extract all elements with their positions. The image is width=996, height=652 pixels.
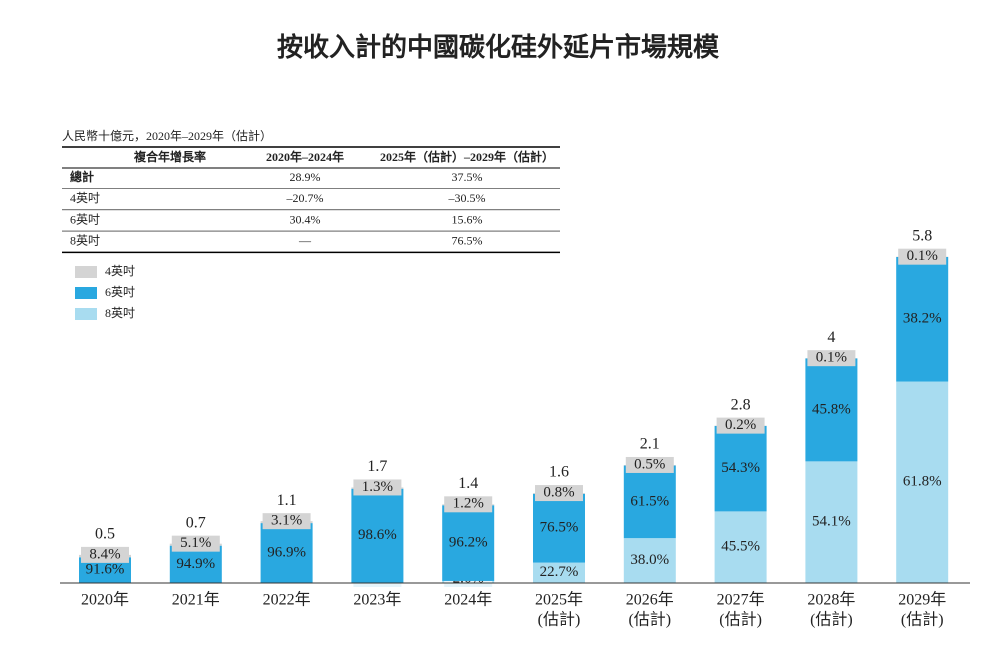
x-tick-label: 2021年	[172, 591, 220, 609]
x-tick-note: (估計)	[538, 611, 581, 629]
total-label: 2.8	[731, 396, 751, 413]
total-label: 1.6	[549, 464, 569, 481]
total-label: 1.7	[367, 458, 387, 475]
table-cell: –30.5%	[448, 191, 486, 205]
value-label: 8.4%	[89, 546, 120, 562]
table-cell: –20.7%	[286, 191, 324, 205]
value-label: 1.2%	[453, 496, 484, 512]
value-label: 0.1%	[816, 350, 847, 366]
total-label: 0.5	[95, 526, 115, 543]
table-cell: 30.4%	[290, 212, 321, 226]
x-tick-label: 2023年	[353, 591, 401, 609]
value-label: 5.1%	[180, 535, 211, 551]
legend-swatch	[75, 287, 97, 299]
value-label: 0.5%	[634, 456, 665, 472]
table-cell: 總計	[70, 169, 94, 184]
total-label: 1.1	[277, 492, 297, 509]
x-tick-label: 2024年	[444, 591, 492, 609]
total-label: 1.4	[458, 475, 478, 492]
table-header: 2025年（估計）–2029年（估計）	[380, 149, 554, 164]
legend-label: 4英吋	[105, 264, 135, 278]
total-label: 4	[827, 329, 835, 346]
value-label: 38.2%	[903, 311, 942, 327]
x-tick-label: 2026年	[626, 591, 674, 609]
x-tick-note: (估計)	[901, 611, 944, 629]
value-label: 98.6%	[358, 527, 397, 543]
value-label: 0.8%	[543, 485, 574, 501]
value-label: 0.2%	[725, 417, 756, 433]
x-tick-note: (估計)	[810, 611, 853, 629]
value-label: 54.1%	[812, 514, 851, 530]
value-label: 0.1%	[907, 248, 938, 264]
x-tick-label: 2020年	[81, 591, 129, 609]
table-header: 複合年增長率	[133, 149, 206, 164]
legend-label: 8英吋	[105, 306, 135, 320]
value-label: 45.8%	[812, 401, 851, 417]
table-cell: —	[298, 234, 312, 248]
table-cell: 28.9%	[290, 170, 321, 184]
value-label: 1.3%	[362, 479, 393, 495]
table-cell: 8英吋	[70, 234, 100, 248]
chart-title: 按收入計的中國碳化硅外延片市場規模	[277, 32, 720, 62]
value-label: 22.7%	[540, 564, 579, 580]
table-cell: 76.5%	[452, 234, 483, 248]
x-tick-label: 2027年	[717, 591, 765, 609]
value-label: 94.9%	[176, 556, 215, 572]
value-label: 96.2%	[449, 535, 488, 551]
x-tick-note: (估計)	[628, 611, 671, 629]
table-cell: 6英吋	[70, 212, 100, 226]
legend-swatch	[75, 266, 97, 278]
table-cell: 37.5%	[452, 170, 483, 184]
table-header: 2020年–2024年	[266, 149, 344, 164]
x-tick-label: 2029年	[898, 591, 946, 609]
value-label: 45.5%	[721, 539, 760, 555]
total-label: 0.7	[186, 514, 206, 531]
table-caption: 人民幣十億元，2020年–2029年（估計）	[62, 128, 272, 143]
x-tick-label: 2025年	[535, 591, 583, 609]
legend-swatch	[75, 308, 97, 320]
x-tick-note: (估計)	[719, 611, 762, 629]
value-label: 38.0%	[630, 552, 669, 568]
value-label: 61.8%	[903, 474, 942, 490]
table-cell: 15.6%	[452, 212, 483, 226]
total-label: 5.8	[912, 228, 932, 245]
value-label: 76.5%	[540, 520, 579, 536]
x-tick-label: 2028年	[807, 591, 855, 609]
x-tick-label: 2022年	[263, 591, 311, 609]
value-label: 96.9%	[267, 544, 306, 560]
value-label: 61.5%	[630, 493, 669, 509]
value-label: 54.3%	[721, 460, 760, 476]
value-label: 91.6%	[86, 562, 125, 578]
value-label: 3.1%	[271, 513, 302, 529]
total-label: 2.1	[640, 436, 660, 453]
table-cell: 4英吋	[70, 191, 100, 205]
legend-label: 6英吋	[105, 285, 135, 299]
